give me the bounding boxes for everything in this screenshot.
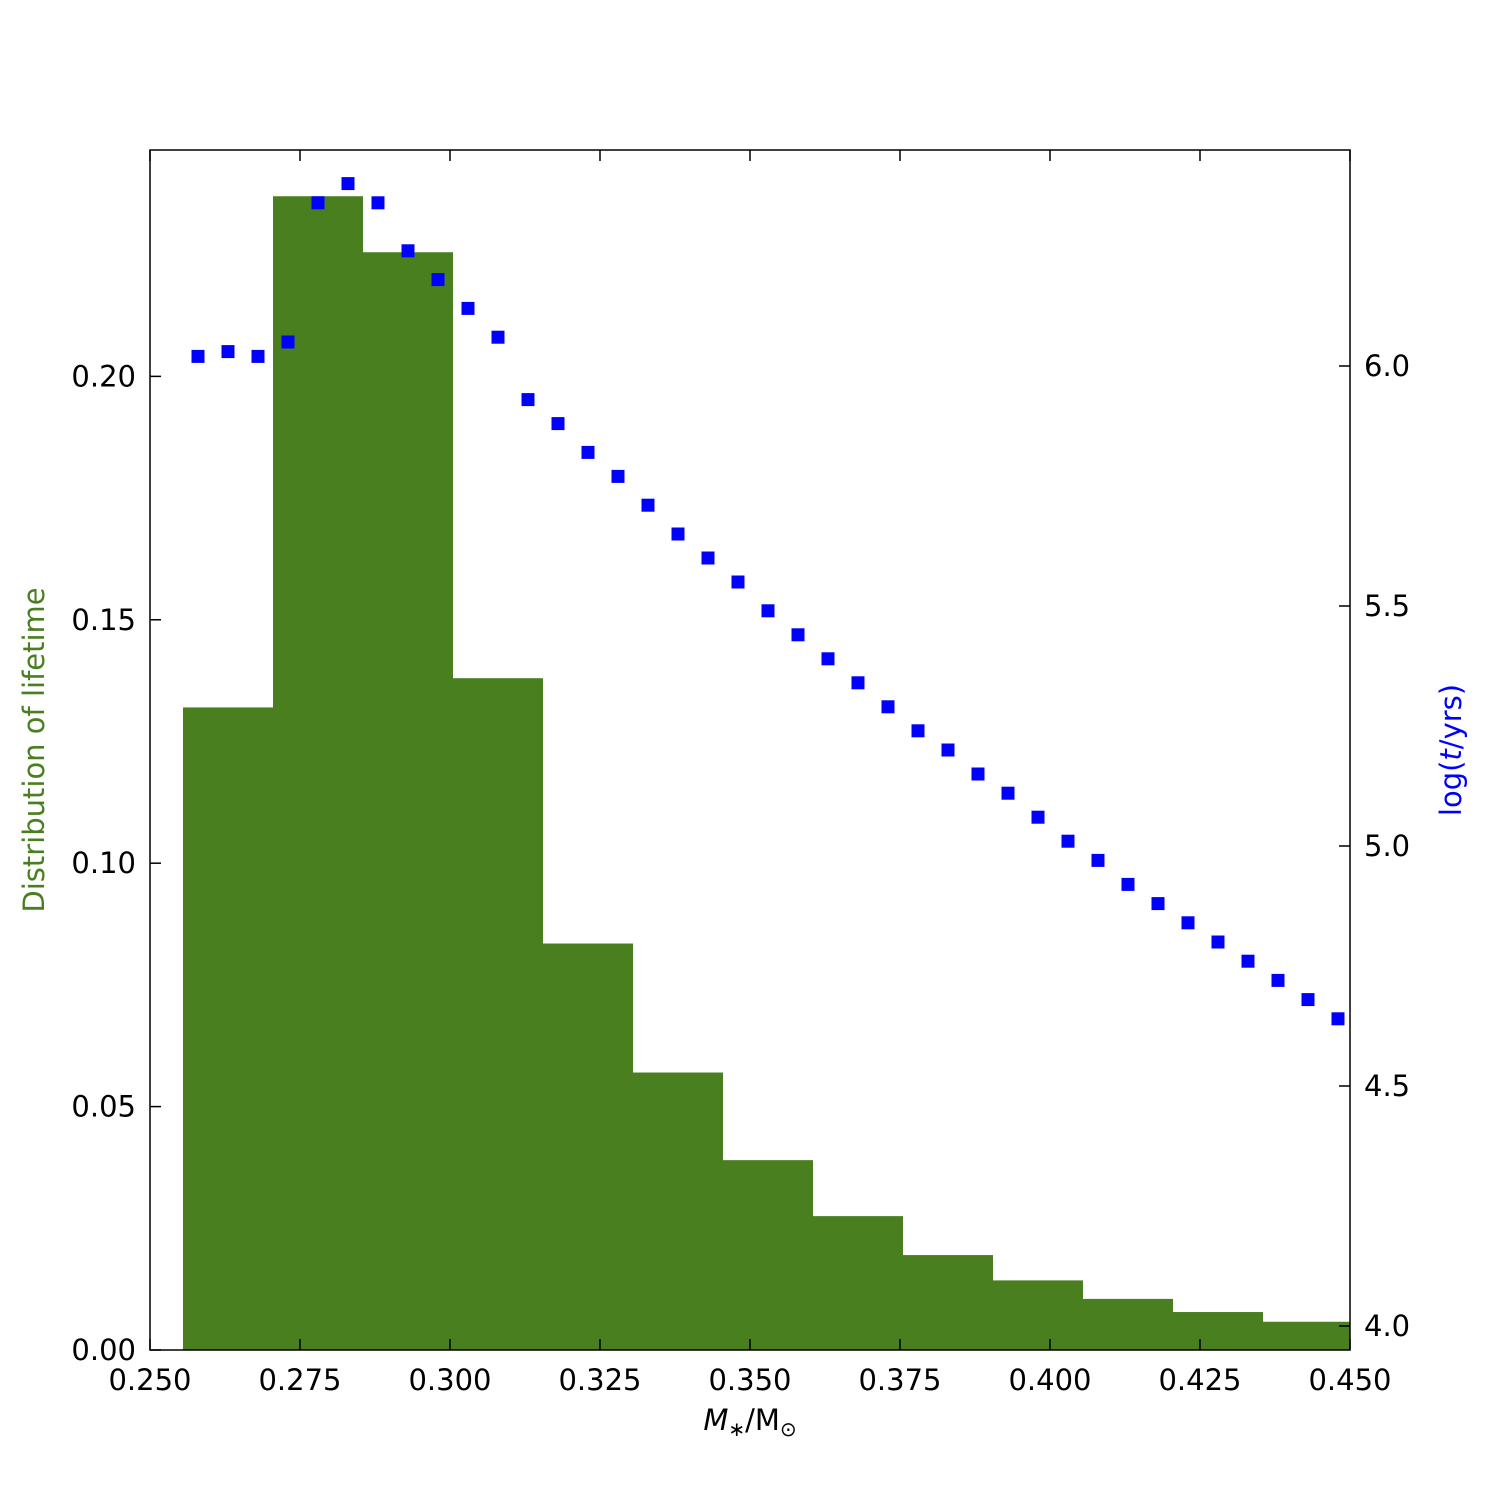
- scatter-point-6: [371, 196, 385, 210]
- scatter-point-36: [1271, 973, 1285, 987]
- scatter-point-15: [641, 498, 655, 512]
- histogram-bar-10: [1083, 1298, 1173, 1350]
- scatter-point-3: [281, 335, 295, 349]
- histogram-bar-11: [1173, 1312, 1263, 1350]
- scatter-point-21: [821, 652, 835, 666]
- scatter-point-29: [1061, 834, 1075, 848]
- x-tick-label-3: 0.325: [558, 1363, 641, 1397]
- scatter-point-7: [401, 244, 415, 258]
- right-y-tick-label-1: 4.5: [1364, 1069, 1410, 1103]
- left-y-tick-label-3: 0.15: [71, 603, 136, 637]
- left-y-tick-label-0: 0.00: [71, 1333, 136, 1367]
- scatter-point-0: [191, 349, 205, 363]
- scatter-point-14: [611, 469, 625, 483]
- scatter-point-4: [311, 196, 325, 210]
- scatter-point-35: [1241, 954, 1255, 968]
- scatter-point-23: [881, 700, 895, 714]
- scatter-point-32: [1151, 897, 1165, 911]
- x-tick-label-0: 0.250: [108, 1363, 191, 1397]
- scatter-point-26: [971, 767, 985, 781]
- x-tick-label-8: 0.450: [1308, 1363, 1391, 1397]
- x-tick-label-6: 0.400: [1008, 1363, 1091, 1397]
- left-y-tick-label-2: 0.10: [71, 846, 136, 880]
- right-y-tick-label-0: 4.0: [1364, 1309, 1410, 1343]
- histogram-bar-8: [903, 1255, 993, 1350]
- scatter-point-37: [1301, 993, 1315, 1007]
- x-axis-ticks: 0.250 0.275 0.300 0.325 0.350 0.375 0.400 0.425…: [108, 150, 1392, 1397]
- histogram-bar-4: [543, 943, 633, 1350]
- histogram-bar-2: [363, 252, 453, 1351]
- scatter-point-33: [1181, 916, 1195, 930]
- scatter-point-38: [1331, 1012, 1345, 1026]
- histogram-bar-9: [993, 1280, 1083, 1350]
- scatter-point-12: [551, 417, 565, 431]
- histogram-bar-5: [633, 1072, 723, 1350]
- scatter-point-5: [341, 177, 355, 191]
- right-y-axis-ticks: 4.0 4.5 5.0 5.5 6.0: [1339, 349, 1410, 1343]
- scatter-point-18: [731, 575, 745, 589]
- x-tick-label-1: 0.275: [258, 1363, 341, 1397]
- scatter-point-10: [491, 330, 505, 344]
- scatter-point-34: [1211, 935, 1225, 949]
- scatter-point-27: [1001, 786, 1015, 800]
- scatter-point-28: [1031, 810, 1045, 824]
- histogram-bars: [183, 196, 1350, 1351]
- scatter-points: [191, 177, 1345, 1026]
- left-y-axis-label: Distribution of lifetime: [17, 587, 51, 912]
- scatter-point-24: [911, 724, 925, 738]
- right-y-axis-label: log(t/yrs): [1434, 684, 1468, 816]
- scatter-point-1: [221, 345, 235, 359]
- x-tick-label-4: 0.350: [708, 1363, 791, 1397]
- histogram-bar-6: [723, 1160, 813, 1350]
- x-axis-label: M∗/M⊙: [703, 1403, 796, 1441]
- left-y-tick-label-4: 0.20: [71, 359, 136, 393]
- scatter-point-13: [581, 445, 595, 459]
- right-y-tick-label-2: 5.0: [1364, 829, 1410, 863]
- scatter-point-2: [251, 349, 265, 363]
- histogram-bar-12: [1263, 1321, 1350, 1350]
- histogram-bar-3: [453, 678, 543, 1350]
- scatter-point-11: [521, 393, 535, 407]
- x-tick-label-7: 0.425: [1158, 1363, 1241, 1397]
- scatter-point-16: [671, 527, 685, 541]
- scatter-point-30: [1091, 853, 1105, 867]
- scatter-point-17: [701, 551, 715, 565]
- scatter-point-9: [461, 301, 475, 315]
- scatter-point-31: [1121, 877, 1135, 891]
- scatter-point-25: [941, 743, 955, 757]
- left-y-tick-label-1: 0.05: [71, 1090, 136, 1124]
- x-tick-label-2: 0.300: [408, 1363, 491, 1397]
- scatter-point-19: [761, 604, 775, 618]
- histogram-bar-1: [273, 196, 363, 1351]
- scatter-point-8: [431, 273, 445, 287]
- scatter-point-22: [851, 676, 865, 690]
- right-y-tick-label-4: 6.0: [1364, 349, 1410, 383]
- left-y-axis-ticks: 0.00 0.05 0.10 0.15 0.20: [71, 359, 161, 1367]
- histogram-bar-7: [813, 1216, 903, 1350]
- histogram-bar-0: [183, 707, 273, 1350]
- scatter-point-20: [791, 628, 805, 642]
- x-tick-label-5: 0.375: [858, 1363, 941, 1397]
- right-y-tick-label-3: 5.5: [1364, 589, 1410, 623]
